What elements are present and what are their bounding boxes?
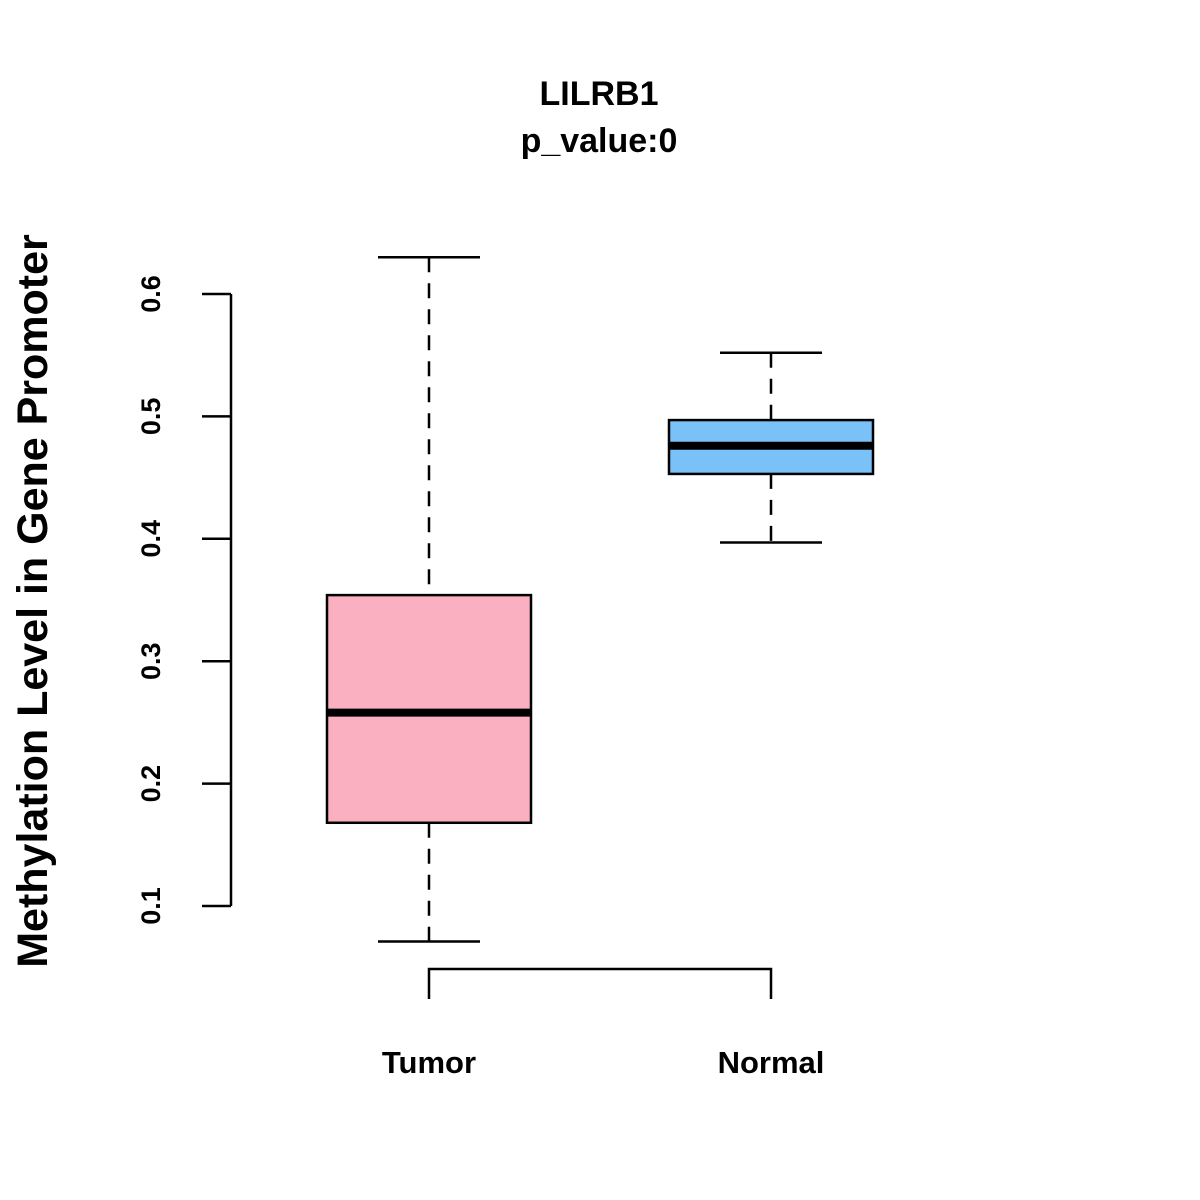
bracket-line (427, 967, 773, 999)
x-category-label: Tumor (382, 1045, 476, 1080)
boxes-group (325, 256, 875, 943)
chart-title: LILRB1 (540, 75, 659, 113)
y-tick-label: 0.3 (136, 642, 166, 680)
y-axis-label: Methylation Level in Gene Promoter (9, 234, 57, 968)
box-normal (667, 351, 875, 544)
box-tumor (325, 256, 533, 943)
y-tick-label: 0.6 (136, 275, 166, 313)
chart-subtitle: p_value:0 (521, 122, 678, 160)
comparison-bracket (427, 967, 773, 999)
y-axis: 0.1 0.2 0.3 0.4 0.5 0.6 (136, 275, 233, 925)
x-axis-labels: Tumor Normal (382, 1045, 824, 1080)
y-tick-label: 0.2 (136, 765, 166, 803)
x-category-label: Normal (718, 1045, 825, 1080)
y-tick-label: 0.4 (136, 520, 166, 558)
y-tick-label: 0.1 (136, 887, 166, 925)
y-tick-label: 0.5 (136, 398, 166, 436)
